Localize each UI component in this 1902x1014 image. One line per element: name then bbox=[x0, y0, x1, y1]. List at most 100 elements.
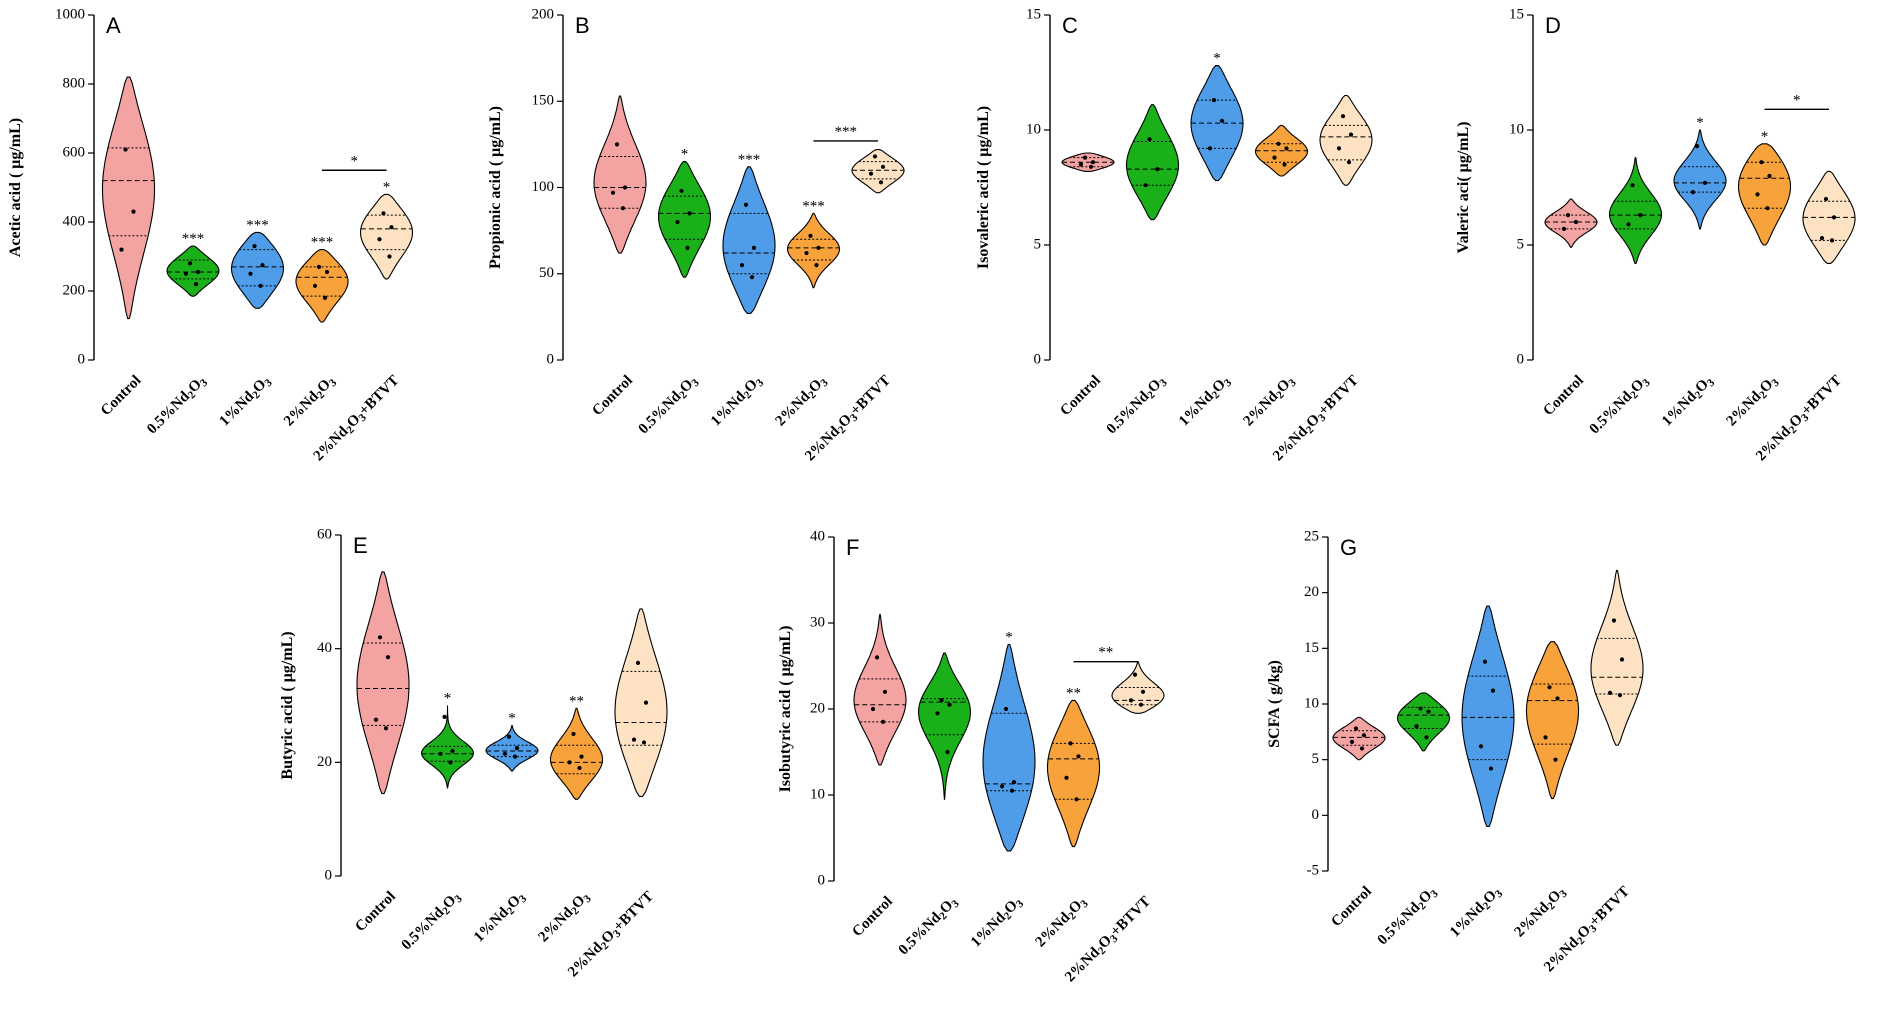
x-tick-label: 1%Nd2O3 bbox=[471, 888, 530, 947]
data-point bbox=[808, 233, 813, 238]
data-point bbox=[571, 731, 576, 737]
y-tick-label: 200 bbox=[532, 6, 555, 22]
data-point bbox=[1831, 215, 1837, 220]
y-tick-label: 20 bbox=[810, 700, 825, 716]
data-point bbox=[1418, 706, 1423, 711]
data-point bbox=[1619, 657, 1625, 662]
data-point bbox=[1078, 162, 1084, 167]
significance-label: * bbox=[508, 710, 516, 726]
x-tick-label: Control bbox=[1540, 372, 1586, 418]
data-point bbox=[389, 225, 394, 230]
y-tick-label: 40 bbox=[317, 640, 332, 656]
violin-2 bbox=[1461, 605, 1515, 828]
panel-label: B bbox=[575, 13, 590, 38]
data-point bbox=[870, 706, 876, 712]
significance-label: *** bbox=[738, 152, 761, 168]
y-axis-label: SCFA ( g/kg) bbox=[1266, 660, 1283, 748]
significance-label: * bbox=[1696, 115, 1704, 131]
panel-label: E bbox=[353, 533, 368, 558]
data-point bbox=[610, 190, 616, 195]
data-point bbox=[312, 283, 318, 288]
data-point bbox=[1348, 132, 1354, 137]
significance-label: * bbox=[681, 147, 689, 163]
data-point bbox=[1090, 160, 1096, 165]
violin-1 bbox=[166, 245, 220, 297]
y-tick-label: 200 bbox=[63, 282, 86, 298]
data-point bbox=[258, 283, 263, 288]
data-point bbox=[1353, 726, 1359, 731]
data-point bbox=[316, 264, 322, 269]
violin-4 bbox=[1590, 569, 1644, 746]
y-tick-label: 30 bbox=[810, 614, 825, 630]
data-point bbox=[1349, 739, 1355, 744]
data-point bbox=[1132, 672, 1138, 677]
data-point bbox=[383, 726, 389, 731]
y-tick-label: 0 bbox=[1312, 807, 1320, 823]
y-tick-label: 5 bbox=[1312, 751, 1320, 767]
data-point bbox=[1088, 164, 1094, 169]
violin-4 bbox=[851, 149, 905, 194]
violin-2 bbox=[982, 643, 1036, 852]
panel-g: G -5 0 5 10 15 20 25 SCFA ( g/kg) Control 0.5%Nd2O… bbox=[1266, 528, 1644, 975]
violin-1 bbox=[1608, 157, 1663, 264]
y-tick-label: -5 bbox=[1307, 862, 1320, 878]
x-tick-label: 2%Nd2O3 bbox=[1723, 372, 1782, 431]
data-point bbox=[1617, 692, 1623, 698]
violin-0 bbox=[593, 95, 647, 254]
x-tick-label: 0.5%Nd2O3 bbox=[398, 888, 465, 955]
data-point bbox=[1561, 226, 1567, 231]
data-point bbox=[643, 700, 649, 705]
data-point bbox=[448, 760, 453, 765]
y-tick-label: 10 bbox=[810, 786, 825, 802]
y-tick-label: 15 bbox=[1304, 640, 1319, 656]
data-point bbox=[381, 211, 386, 216]
data-point bbox=[1611, 618, 1617, 623]
data-point bbox=[947, 702, 952, 707]
data-point bbox=[193, 282, 199, 287]
x-tick-label: 2%Nd2O3 bbox=[1511, 883, 1570, 942]
panel-e: E 0 20 40 60 Butyric acid ( μg/mL) Control 0.5%… bbox=[279, 526, 668, 980]
significance-label: * bbox=[444, 691, 452, 707]
data-point bbox=[579, 754, 584, 759]
x-tick-label: 1%Nd2O3 bbox=[1176, 372, 1235, 431]
data-point bbox=[1755, 192, 1760, 197]
x-tick-label: 0.5%Nd2O3 bbox=[1374, 883, 1441, 950]
y-tick-label: 25 bbox=[1304, 528, 1319, 544]
data-point bbox=[322, 295, 328, 300]
violin-3 bbox=[786, 212, 841, 289]
data-point bbox=[1076, 754, 1081, 759]
data-point bbox=[1207, 146, 1213, 151]
data-point bbox=[1638, 213, 1643, 218]
data-point bbox=[450, 748, 455, 754]
y-axis-label: Isovaleric acid ( μg/mL) bbox=[975, 106, 992, 269]
y-tick-label: 5 bbox=[1517, 236, 1525, 252]
significance-label: *** bbox=[182, 231, 205, 247]
y-tick-label: 20 bbox=[317, 754, 332, 770]
panel-label: F bbox=[846, 535, 859, 560]
bracket-label: *** bbox=[835, 124, 858, 140]
significance-label: *** bbox=[802, 198, 825, 214]
data-point bbox=[874, 655, 880, 660]
data-point bbox=[1140, 689, 1146, 694]
y-tick-label: 10 bbox=[1304, 695, 1319, 711]
y-tick-label: 400 bbox=[63, 213, 86, 229]
y-tick-label: 20 bbox=[1304, 584, 1319, 600]
violin-3 bbox=[549, 707, 604, 800]
panel-c: C 0 5 10 15 Isovaleric acid ( μg/mL) Control 0.… bbox=[975, 6, 1373, 464]
data-point bbox=[1082, 155, 1088, 160]
data-point bbox=[1565, 213, 1571, 218]
data-point bbox=[1819, 236, 1825, 241]
violin-1 bbox=[917, 652, 972, 800]
significance-label: * bbox=[1005, 630, 1013, 646]
data-point bbox=[1359, 746, 1365, 751]
data-point bbox=[872, 154, 878, 159]
data-point bbox=[1011, 780, 1017, 785]
data-point bbox=[939, 698, 944, 703]
data-point bbox=[1488, 766, 1494, 771]
data-point bbox=[739, 263, 745, 268]
violin-3 bbox=[1046, 699, 1101, 848]
data-point bbox=[1414, 724, 1419, 729]
data-point bbox=[945, 749, 950, 755]
significance-label: *** bbox=[246, 217, 269, 233]
data-point bbox=[675, 219, 680, 225]
